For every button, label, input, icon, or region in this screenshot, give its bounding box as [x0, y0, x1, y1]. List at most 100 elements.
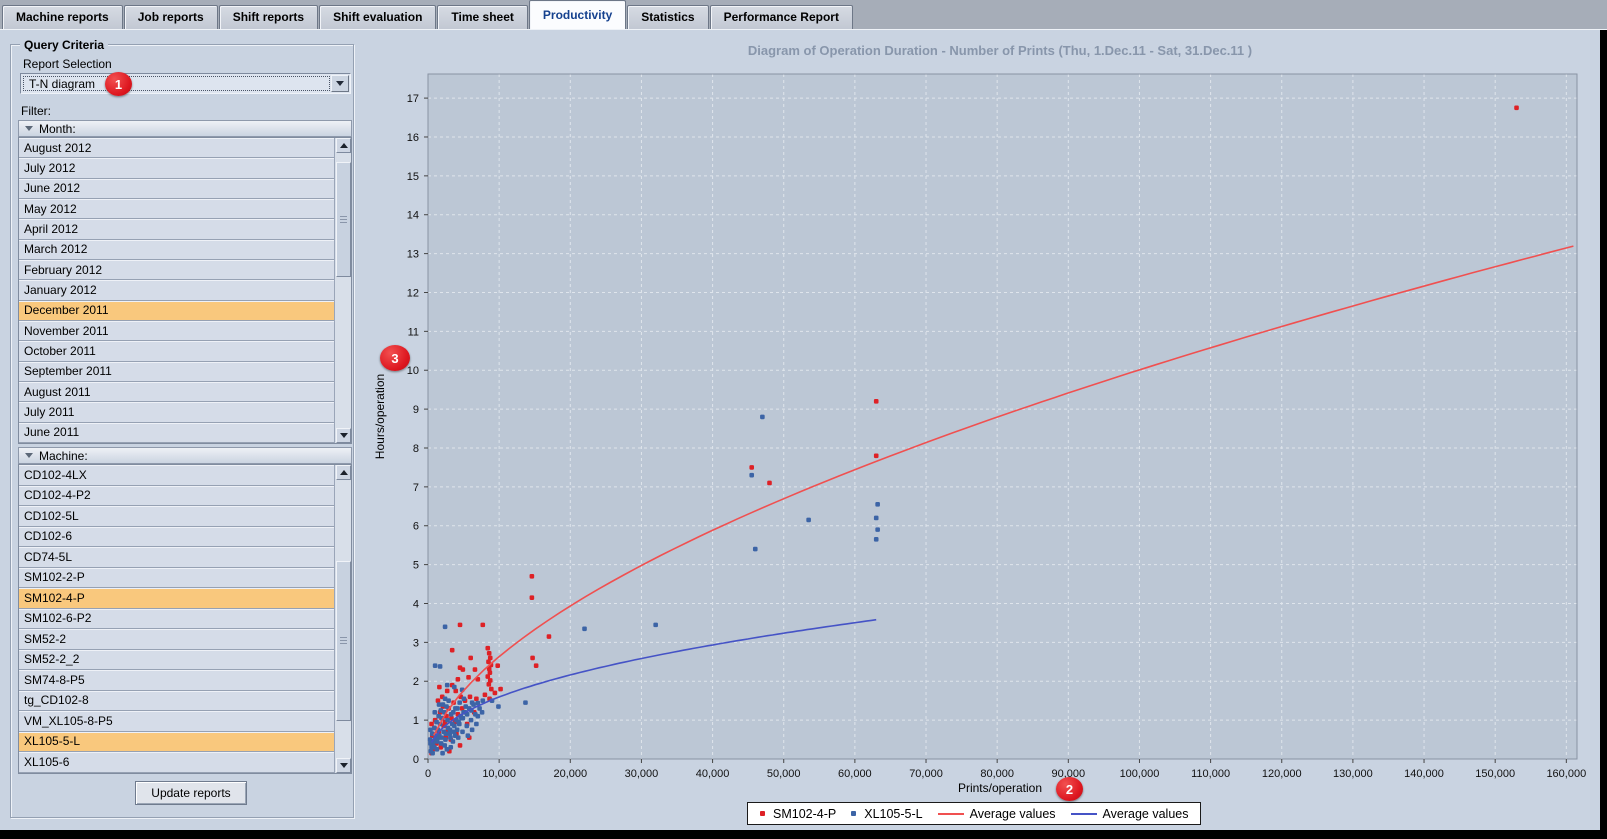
- data-point-xl105-5-l: [432, 663, 438, 668]
- list-item[interactable]: SM52-2: [19, 629, 334, 650]
- tab-performance-report[interactable]: Performance Report: [709, 5, 853, 29]
- list-item[interactable]: February 2012: [19, 260, 334, 281]
- list-item[interactable]: September 2011: [19, 362, 334, 382]
- list-item[interactable]: November 2011: [19, 321, 334, 342]
- data-point-sm102-4-p: [449, 647, 455, 653]
- list-item[interactable]: June 2011: [19, 423, 334, 443]
- svg-text:140,000: 140,000: [1404, 768, 1444, 780]
- scroll-down-button[interactable]: [336, 758, 351, 773]
- list-item[interactable]: tg_CD102-8: [19, 691, 334, 712]
- data-point-sm102-4-p: [487, 670, 493, 675]
- tn-diagram-plot: 0 10,000 20,000 30,000 40,000 50,000 60,000 70,…: [373, 73, 1586, 780]
- svg-text:80,000: 80,000: [980, 768, 1014, 780]
- data-point-sm102-4-p: [1514, 105, 1519, 111]
- scroll-up-button[interactable]: [336, 465, 351, 480]
- data-point-xl105-5-l: [474, 721, 479, 727]
- list-item[interactable]: CD74-5L: [19, 547, 334, 568]
- legend-item: SM102-4-P: [760, 807, 836, 821]
- data-point-xl105-5-l: [434, 719, 439, 725]
- scroll-up-button[interactable]: [336, 138, 351, 153]
- tab-shift-evaluation[interactable]: Shift evaluation: [319, 5, 437, 29]
- tab-statistics[interactable]: Statistics: [627, 5, 709, 29]
- list-item[interactable]: SM102-4-P: [19, 588, 334, 609]
- data-point-xl105-5-l: [448, 745, 454, 750]
- data-point-sm102-4-p: [529, 595, 535, 600]
- month-scrollbar[interactable]: [334, 138, 351, 443]
- list-item[interactable]: May 2012: [19, 199, 334, 220]
- data-point-sm102-4-p: [480, 622, 486, 628]
- list-item[interactable]: October 2011: [19, 341, 334, 362]
- data-point-xl105-5-l: [469, 727, 475, 733]
- data-point-xl105-5-l: [432, 725, 437, 731]
- data-point-xl105-5-l: [465, 733, 471, 738]
- list-item[interactable]: CD102-4LX: [19, 465, 334, 486]
- svg-text:70,000: 70,000: [909, 768, 943, 780]
- chart-title: Diagram of Operation Duration - Number o…: [747, 43, 1253, 58]
- report-selection-label: Report Selection: [23, 57, 112, 71]
- tab-job-reports[interactable]: Job reports: [123, 5, 218, 29]
- machine-section-header[interactable]: Machine:: [18, 447, 352, 464]
- report-selection-dropdown[interactable]: T-N diagram: [20, 73, 351, 94]
- svg-text:0: 0: [413, 754, 419, 766]
- scrollbar-thumb[interactable]: [336, 162, 351, 277]
- data-point-sm102-4-p: [429, 721, 434, 727]
- data-point-xl105-5-l: [452, 684, 457, 690]
- list-item[interactable]: SM74-8-P5: [19, 670, 334, 691]
- month-section-header[interactable]: Month:: [18, 120, 352, 137]
- data-point-xl105-5-l: [464, 711, 470, 717]
- legend-marker-icon: [760, 811, 765, 816]
- list-item[interactable]: August 2011: [19, 382, 334, 403]
- svg-text:16: 16: [407, 132, 419, 144]
- list-item[interactable]: XL105-5-L: [19, 731, 334, 753]
- svg-text:50,000: 50,000: [767, 768, 801, 780]
- list-item[interactable]: SM52-2_2: [19, 650, 334, 671]
- data-point-xl105-5-l: [455, 706, 460, 711]
- data-point-xl105-5-l: [444, 682, 450, 688]
- list-item[interactable]: July 2011: [19, 402, 334, 423]
- tab-shift-reports[interactable]: Shift reports: [218, 5, 319, 29]
- data-point-xl105-5-l: [749, 472, 755, 478]
- data-point-sm102-4-p: [468, 655, 473, 661]
- callout-badge-1: 1: [105, 72, 132, 96]
- list-item[interactable]: SM102-6-P2: [19, 609, 334, 630]
- data-point-sm102-4-p: [472, 667, 478, 672]
- svg-text:120,000: 120,000: [1262, 768, 1302, 780]
- tab-productivity[interactable]: Productivity: [528, 0, 627, 29]
- data-point-xl105-5-l: [451, 729, 457, 735]
- arrow-down-icon: [339, 433, 348, 438]
- scrollbar-thumb[interactable]: [336, 561, 351, 721]
- list-item[interactable]: April 2012: [19, 219, 334, 240]
- svg-text:150,000: 150,000: [1475, 768, 1515, 780]
- data-point-xl105-5-l: [873, 515, 879, 521]
- list-item[interactable]: CD102-4-P2: [19, 486, 334, 507]
- list-item[interactable]: August 2012: [19, 138, 334, 159]
- list-item[interactable]: March 2012: [19, 240, 334, 260]
- tab-machine-reports[interactable]: Machine reports: [2, 5, 123, 29]
- dropdown-arrow-button[interactable]: [331, 75, 349, 92]
- chart-legend: SM102-4-P XL105-5-L Average values Average …: [747, 802, 1202, 825]
- data-point-sm102-4-p: [474, 696, 479, 702]
- list-item[interactable]: XL105-6: [19, 752, 334, 773]
- list-item[interactable]: January 2012: [19, 280, 334, 301]
- data-point-sm102-4-p: [495, 663, 501, 668]
- svg-text:100,000: 100,000: [1120, 768, 1160, 780]
- list-item[interactable]: CD102-6: [19, 527, 334, 548]
- list-item[interactable]: July 2012: [19, 158, 334, 179]
- list-item[interactable]: SM102-2-P: [19, 568, 334, 589]
- data-point-sm102-4-p: [487, 655, 493, 661]
- list-item[interactable]: VM_XL105-8-P5: [19, 711, 334, 732]
- list-item[interactable]: June 2012: [19, 179, 334, 199]
- update-reports-button[interactable]: Update reports: [135, 781, 247, 805]
- tab-time-sheet[interactable]: Time sheet: [437, 5, 528, 29]
- machine-scrollbar[interactable]: [334, 465, 351, 773]
- list-item[interactable]: December 2011: [19, 300, 334, 321]
- scroll-down-button[interactable]: [336, 428, 351, 443]
- list-item[interactable]: CD102-5L: [19, 506, 334, 527]
- data-point-xl105-5-l: [477, 706, 482, 711]
- data-point-xl105-5-l: [461, 696, 467, 702]
- data-point-xl105-5-l: [436, 713, 441, 719]
- data-point-xl105-5-l: [444, 746, 450, 752]
- collapse-triangle-icon: [25, 453, 33, 458]
- data-point-xl105-5-l: [806, 517, 811, 523]
- x-axis-label: Prints/operation: [957, 781, 1043, 795]
